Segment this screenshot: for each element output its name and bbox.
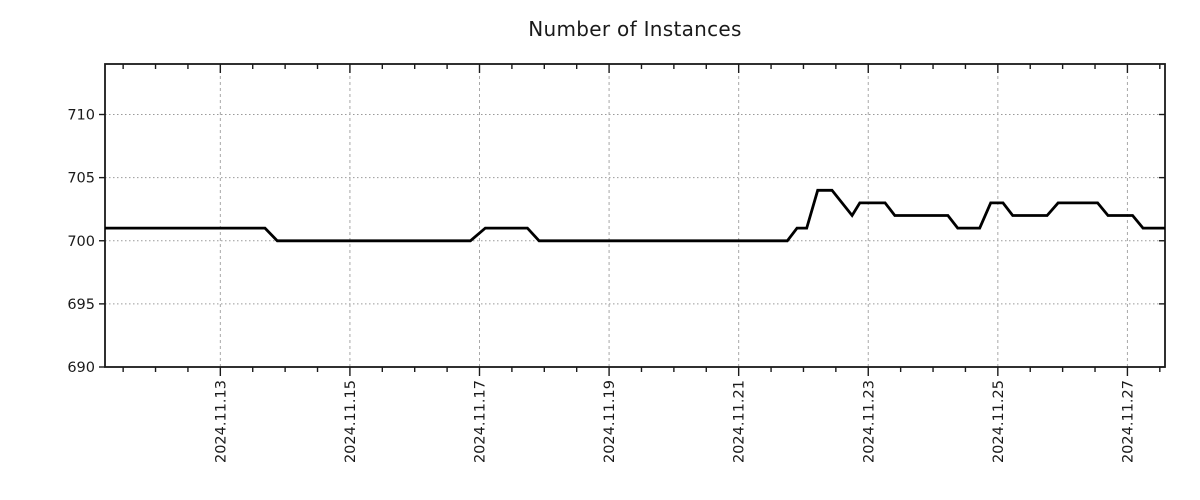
y-tick-label: 710 <box>67 108 95 124</box>
x-tick-label: 2024.11.15 <box>343 380 359 463</box>
x-tick-label: 2024.11.21 <box>732 380 748 463</box>
y-tick-label: 695 <box>67 297 95 313</box>
chart-title: Number of Instances <box>528 17 742 41</box>
series-line-instances <box>105 188 1165 243</box>
y-tick-label: 690 <box>67 360 95 376</box>
x-tick-label: 2024.11.23 <box>861 380 877 463</box>
x-tick-label: 2024.11.19 <box>602 380 618 463</box>
x-tick-label: 2024.11.13 <box>213 380 229 463</box>
x-tick-label: 2024.11.17 <box>472 380 488 463</box>
x-tick-label: 2024.11.25 <box>991 380 1007 463</box>
y-tick-label: 700 <box>67 234 95 250</box>
plot-frame <box>104 63 1166 368</box>
x-tick-label: 2024.11.27 <box>1120 380 1136 463</box>
y-tick-label: 705 <box>67 171 95 187</box>
